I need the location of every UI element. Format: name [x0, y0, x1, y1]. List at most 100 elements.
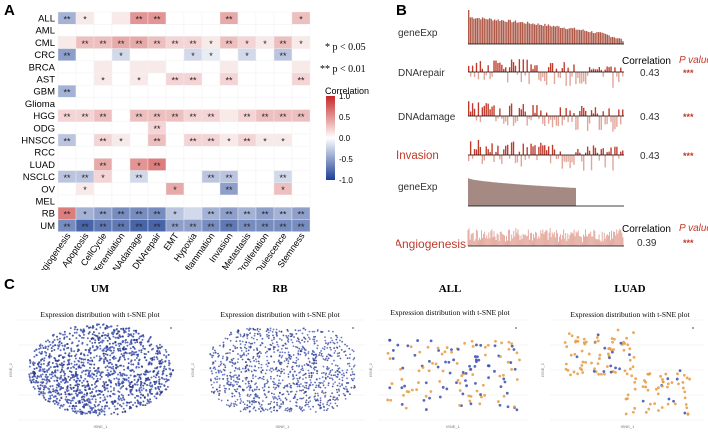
tsne-point [496, 400, 500, 403]
tsne-point [46, 370, 49, 373]
tsne-point [346, 345, 349, 347]
heatmap-cell [291, 48, 311, 61]
tsne-point [49, 397, 52, 400]
tsne-point [404, 406, 408, 410]
tsne-point [218, 365, 220, 368]
tsne-point [33, 350, 36, 353]
tsne-point [122, 394, 125, 397]
significance-mark: ** [279, 39, 287, 49]
tsne-point [149, 400, 152, 403]
tsne-point [278, 354, 281, 357]
tsne-point [89, 351, 92, 354]
tsne-point [631, 365, 635, 369]
tsne-point [56, 338, 59, 341]
tsne-point [346, 390, 349, 392]
significance-mark: ** [189, 222, 197, 232]
tsne-point [139, 377, 142, 380]
tsne-point [123, 373, 126, 376]
tsne-point [241, 358, 244, 361]
tsne-point [273, 405, 276, 408]
tsne-point [341, 369, 344, 372]
tsne-point [160, 391, 163, 394]
score-bar [542, 116, 544, 124]
tsne-point [96, 347, 99, 350]
score-bar [585, 152, 587, 155]
score-bar [544, 72, 546, 82]
heatmap-cell [255, 145, 275, 159]
tsne-point [233, 369, 236, 372]
tsne-point [42, 394, 45, 397]
tsne-point [656, 392, 660, 396]
tsne-point [428, 396, 431, 400]
genexp-bar [478, 18, 480, 44]
tsne-point [49, 366, 52, 369]
score-bar [495, 151, 497, 155]
significance-mark: ** [207, 222, 215, 232]
tsne-point [614, 366, 617, 370]
tsne-point [99, 344, 102, 347]
heatmap-cell [201, 158, 221, 171]
tsne-point [624, 412, 628, 416]
tsne-point [275, 333, 278, 336]
tsne-point [57, 355, 60, 358]
tsne-point [450, 350, 454, 354]
significance-mark: ** [171, 222, 179, 232]
tsne-point [136, 373, 139, 376]
heatmap-cell [291, 170, 311, 184]
tsne-point [334, 349, 337, 352]
score-bar [536, 155, 538, 161]
tsne-point [314, 356, 317, 359]
heatmap-cell [219, 121, 239, 135]
tsne-point [287, 362, 290, 365]
genexp-bar [494, 19, 496, 44]
tsne-point [64, 393, 67, 396]
genexp-bar [596, 32, 598, 44]
tsne-point [323, 406, 326, 409]
tsne-point [344, 354, 347, 357]
tsne-point [230, 333, 233, 336]
tsne-point [52, 390, 55, 393]
tsne-point [477, 358, 481, 362]
tsne-point [64, 408, 67, 411]
score-bar [586, 116, 589, 131]
tsne-point [127, 376, 130, 379]
tsne-point [666, 377, 670, 381]
tsne-point [127, 335, 130, 338]
tsne-point [75, 370, 78, 373]
tsne-point [230, 358, 233, 361]
tsne-point [158, 343, 161, 346]
score-bar [567, 116, 569, 123]
tsne-point [165, 355, 168, 358]
tsne-point [506, 360, 510, 364]
tsne-point [336, 369, 339, 372]
tsne-point [73, 405, 76, 408]
tsne-point [298, 383, 301, 386]
tsne-point [91, 344, 94, 347]
score-bar [489, 109, 491, 116]
row-label-cml: CML [35, 38, 55, 49]
score-bar [520, 109, 523, 116]
tsne-point [333, 359, 335, 362]
tsne-point [336, 355, 339, 358]
tsne-point [287, 351, 290, 354]
score-bar [528, 72, 530, 85]
tsne-point [119, 397, 122, 400]
tsne-point [112, 365, 115, 368]
row-label-aml: AML [35, 26, 55, 37]
tsne-point [93, 356, 96, 359]
row-label-crc: CRC [34, 50, 55, 61]
tsne-point [256, 329, 259, 331]
score-bar [600, 116, 602, 130]
score-bar [487, 103, 489, 116]
tsne-point [74, 354, 77, 357]
tsne-point [267, 347, 270, 350]
tsne-point [58, 406, 61, 409]
significance-mark: ** [225, 75, 233, 85]
tsne-point [258, 356, 260, 359]
score-bar [608, 108, 610, 116]
tsne-point [88, 359, 91, 362]
tsne-point [109, 346, 112, 349]
tsne-point [89, 374, 92, 377]
tsne-point [315, 355, 318, 358]
tsne-xlabel: tSNE_1 [446, 424, 461, 429]
